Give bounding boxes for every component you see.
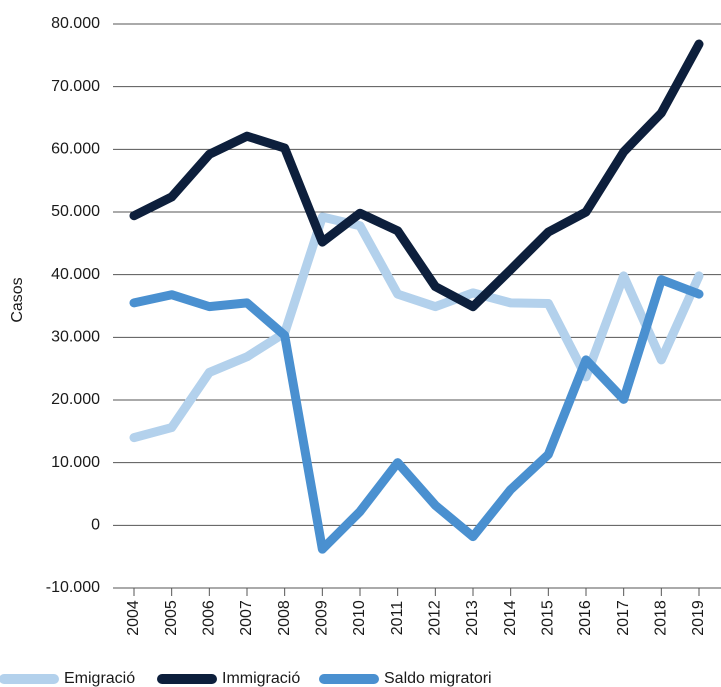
y-tick-label: 50.000 [51,203,100,220]
legend-label: Saldo migratori [384,670,492,687]
line-series [129,275,704,554]
x-tick-label: 2007 [238,600,255,636]
x-tick-label: 2016 [577,600,594,636]
x-tick-label: 2005 [163,600,180,636]
x-tick-label: 2010 [351,600,368,636]
x-tick-label: 2019 [690,600,707,636]
line-series [129,39,704,312]
x-tick-label: 2013 [464,600,481,636]
x-tick-label: 2011 [389,601,406,636]
y-tick-label: 30.000 [51,329,100,346]
x-tick-label: 2012 [427,600,444,636]
y-axis-label: Casos [9,277,26,322]
y-tick-label: 0 [91,517,100,534]
legend-label: Immigració [222,670,300,687]
x-tick-label: 2006 [201,600,218,636]
x-tick-label: 2018 [653,600,670,636]
y-tick-label: 70.000 [51,78,100,95]
x-tick-label: 2017 [615,600,632,636]
x-tick-label: 2015 [540,600,557,636]
legend-label: Emigració [64,670,135,687]
x-tick-label: 2014 [502,600,519,636]
x-tick-label: 2004 [125,600,142,636]
x-tick-label: 2008 [276,600,293,636]
x-tick-label: 2009 [314,600,331,636]
line-series [129,212,704,443]
y-tick-label: 80.000 [51,15,100,32]
y-tick-label: 40.000 [51,266,100,283]
y-tick-label: -10.000 [46,579,100,596]
y-tick-label: 20.000 [51,391,100,408]
y-tick-label: 10.000 [51,454,100,471]
y-tick-label: 60.000 [51,141,100,158]
